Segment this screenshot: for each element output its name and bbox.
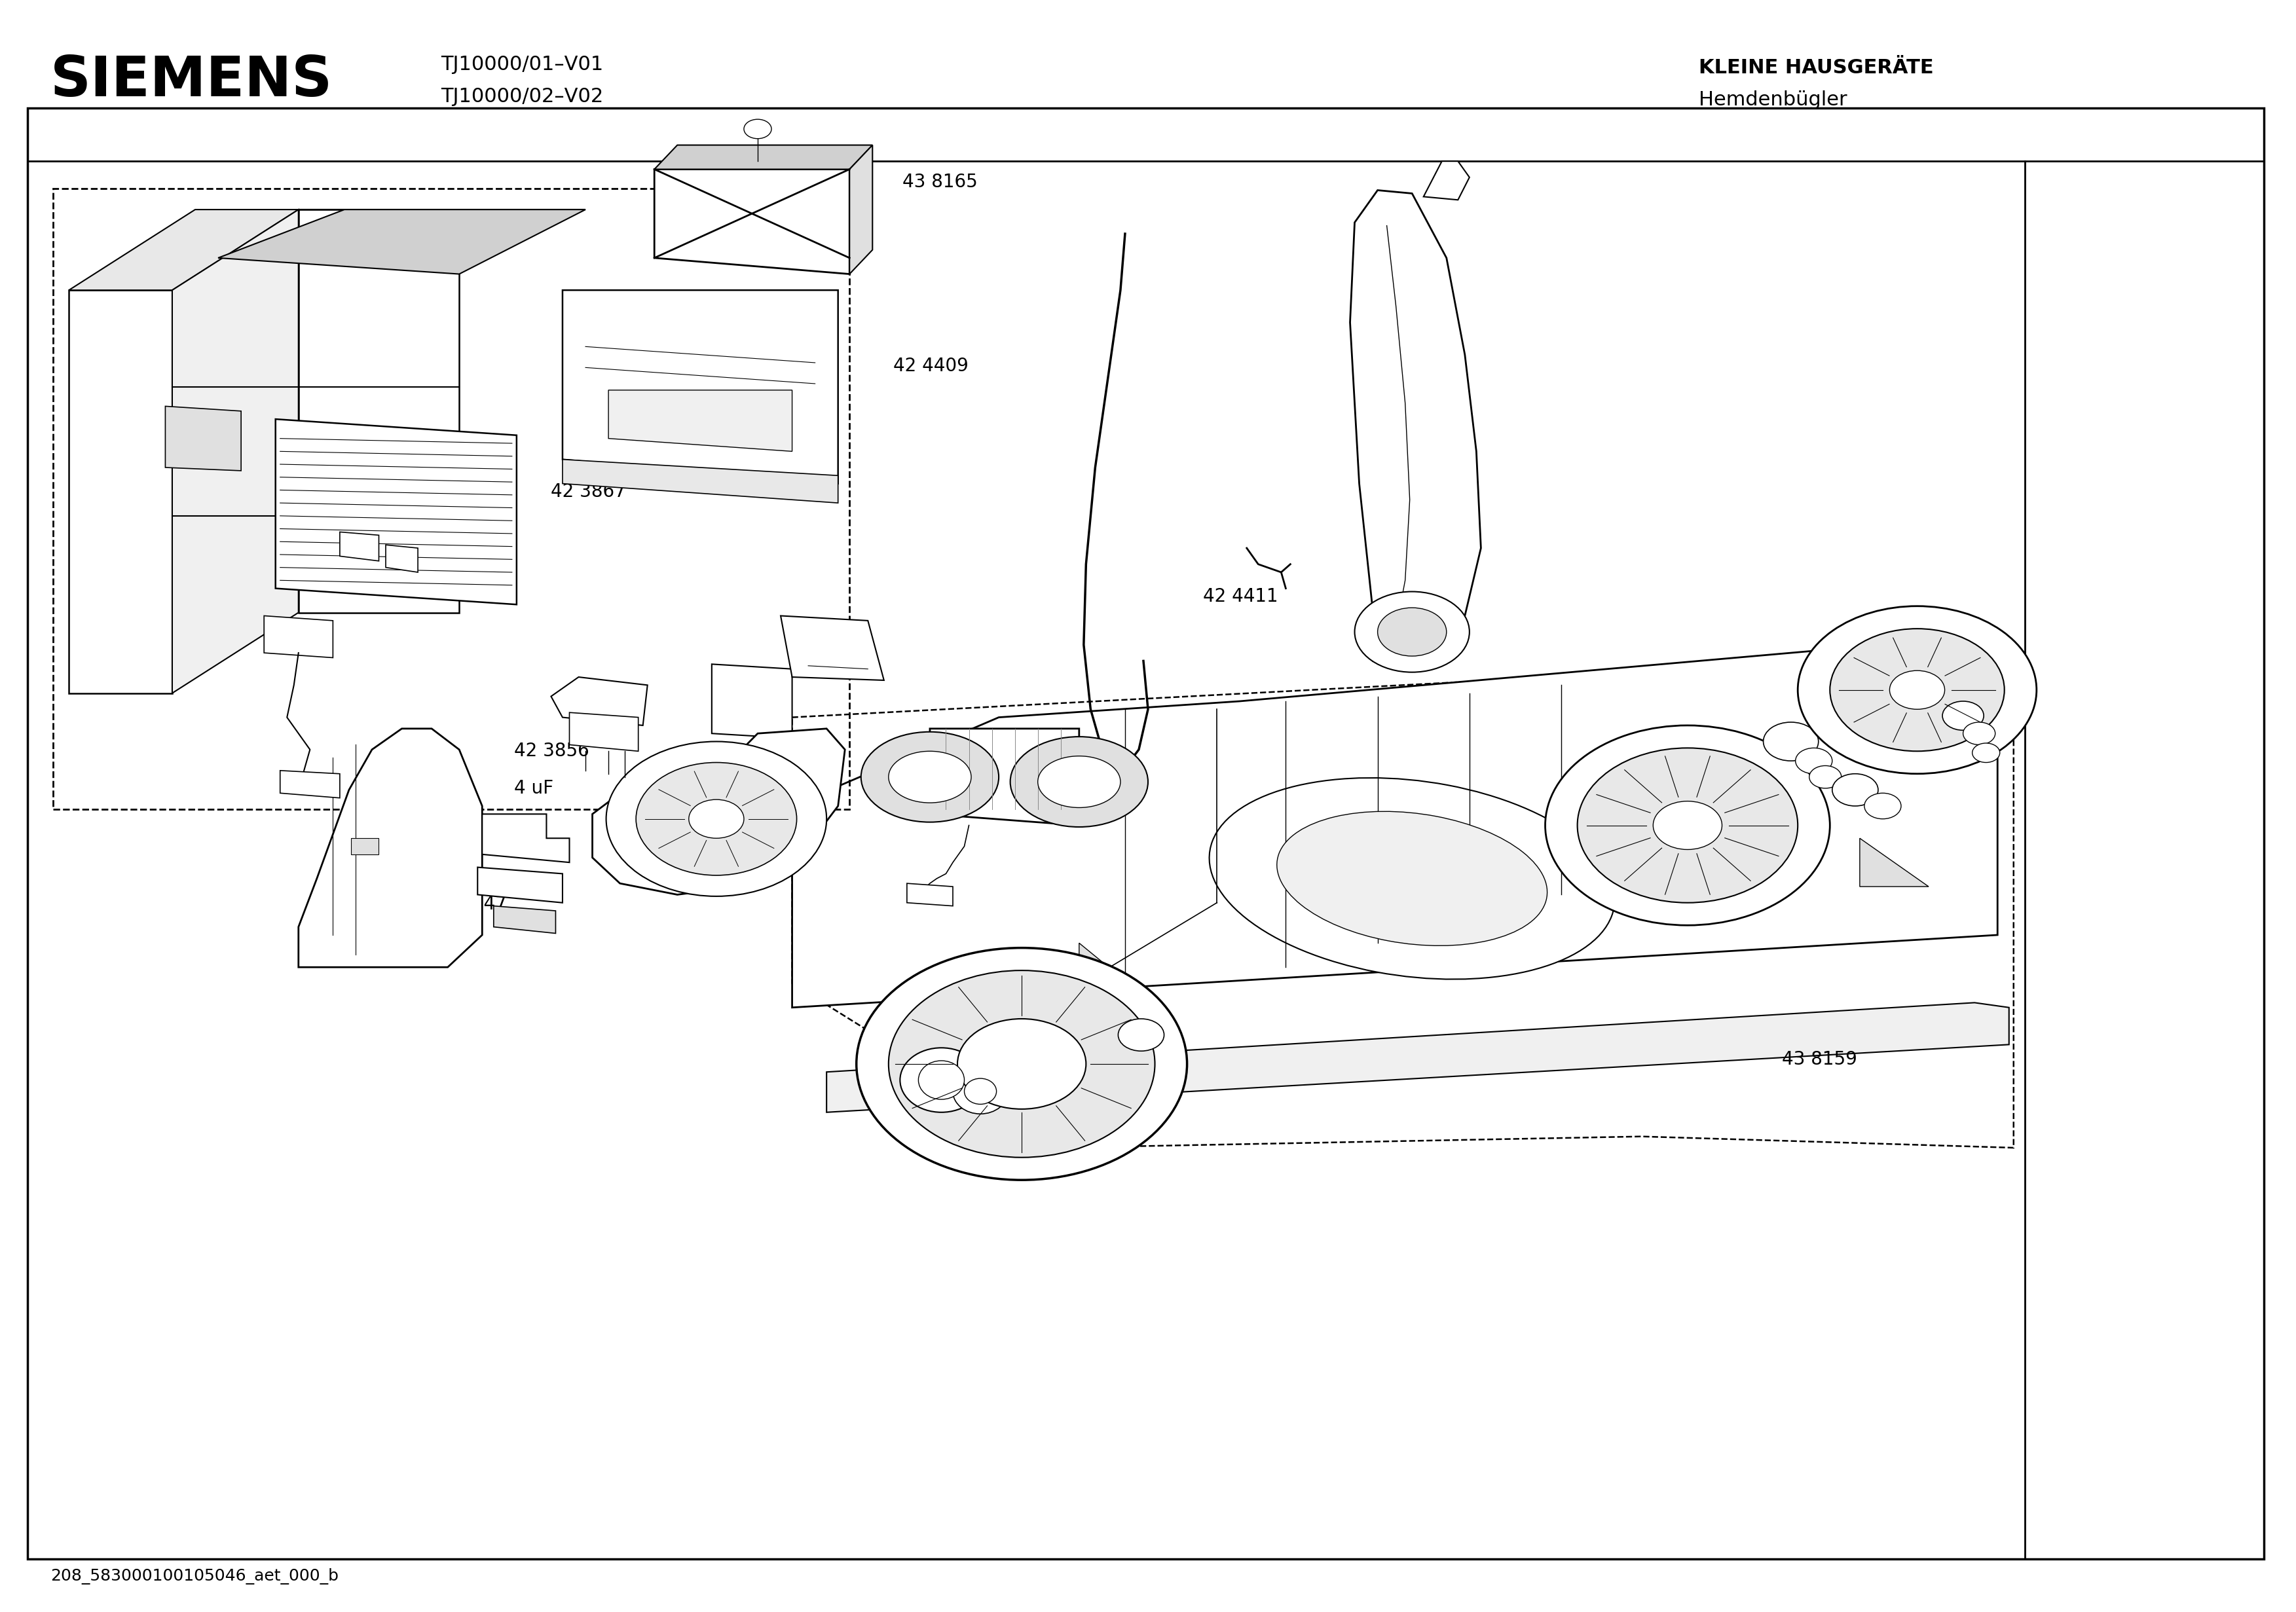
Circle shape — [1963, 722, 1995, 745]
Polygon shape — [608, 390, 792, 451]
Polygon shape — [69, 210, 298, 290]
Polygon shape — [563, 290, 838, 484]
Polygon shape — [551, 677, 647, 725]
Polygon shape — [1079, 943, 1148, 999]
Polygon shape — [930, 729, 1079, 825]
Polygon shape — [907, 883, 953, 906]
Polygon shape — [298, 210, 459, 613]
Polygon shape — [478, 867, 563, 903]
Polygon shape — [280, 771, 340, 798]
Polygon shape — [712, 664, 792, 738]
Text: 14 3836: 14 3836 — [1068, 753, 1143, 772]
Circle shape — [889, 970, 1155, 1157]
Text: 42 3866: 42 3866 — [367, 590, 443, 609]
Polygon shape — [781, 616, 884, 680]
Polygon shape — [218, 210, 585, 274]
Polygon shape — [850, 145, 872, 274]
Circle shape — [1830, 629, 2004, 751]
Ellipse shape — [964, 1078, 996, 1104]
Polygon shape — [172, 210, 298, 693]
Ellipse shape — [889, 751, 971, 803]
Text: 42 3839: 42 3839 — [808, 983, 884, 1003]
Circle shape — [1972, 743, 2000, 762]
Circle shape — [1763, 722, 1818, 761]
Polygon shape — [386, 545, 418, 572]
Text: KLEINE HAUSGERÄTE: KLEINE HAUSGERÄTE — [1699, 58, 1933, 77]
Ellipse shape — [1277, 811, 1548, 946]
Text: 42 3856: 42 3856 — [514, 742, 590, 761]
Polygon shape — [165, 406, 241, 471]
Polygon shape — [654, 145, 872, 169]
Polygon shape — [792, 645, 1998, 1008]
Polygon shape — [276, 419, 517, 604]
Circle shape — [957, 1019, 1086, 1109]
Circle shape — [1890, 671, 1945, 709]
Text: 208_583000100105046_aet_000_b: 208_583000100105046_aet_000_b — [51, 1568, 338, 1585]
Circle shape — [1355, 592, 1469, 672]
Circle shape — [636, 762, 797, 875]
Polygon shape — [298, 729, 482, 967]
Ellipse shape — [861, 732, 999, 822]
Polygon shape — [482, 814, 569, 862]
Circle shape — [606, 742, 827, 896]
Circle shape — [1942, 701, 1984, 730]
Bar — [53, 189, 850, 809]
Ellipse shape — [1210, 779, 1614, 978]
Text: 43 8159: 43 8159 — [1782, 1049, 1857, 1069]
Circle shape — [1798, 606, 2037, 774]
Text: 42 4411: 42 4411 — [1203, 587, 1279, 606]
Circle shape — [1545, 725, 1830, 925]
Polygon shape — [351, 838, 379, 854]
Polygon shape — [563, 459, 838, 503]
Circle shape — [1809, 766, 1841, 788]
Polygon shape — [494, 906, 556, 933]
Text: 42 3840: 42 3840 — [1821, 713, 1896, 732]
Polygon shape — [1424, 161, 1469, 200]
Text: 4 uF: 4 uF — [514, 779, 553, 798]
Text: TJ10000/02–V02: TJ10000/02–V02 — [441, 87, 604, 106]
Circle shape — [1577, 748, 1798, 903]
Polygon shape — [1350, 190, 1481, 661]
Text: SIEMENS: SIEMENS — [51, 53, 333, 108]
Polygon shape — [569, 713, 638, 751]
Polygon shape — [827, 1003, 2009, 1112]
Circle shape — [1795, 748, 1832, 774]
Ellipse shape — [1038, 756, 1120, 808]
Text: 42 3867: 42 3867 — [551, 482, 627, 501]
Ellipse shape — [1010, 737, 1148, 827]
Ellipse shape — [918, 1061, 964, 1099]
Circle shape — [1653, 801, 1722, 850]
Circle shape — [1118, 1019, 1164, 1051]
Circle shape — [856, 948, 1187, 1180]
Text: Hemdenbügler: Hemdenbügler — [1699, 90, 1848, 110]
Circle shape — [1832, 774, 1878, 806]
Polygon shape — [1860, 838, 1929, 887]
Text: TJ10000/01–V01: TJ10000/01–V01 — [441, 55, 604, 74]
Polygon shape — [264, 616, 333, 658]
Polygon shape — [592, 729, 845, 895]
Text: 42 3840: 42 3840 — [1068, 1059, 1143, 1078]
Circle shape — [689, 800, 744, 838]
Text: 42 4409: 42 4409 — [893, 356, 969, 376]
Polygon shape — [792, 653, 2014, 1148]
Circle shape — [1378, 608, 1446, 656]
Circle shape — [1864, 793, 1901, 819]
Ellipse shape — [953, 1069, 1008, 1114]
Text: 42 3839: 42 3839 — [1821, 638, 1896, 658]
Polygon shape — [340, 532, 379, 561]
Polygon shape — [69, 290, 172, 693]
Text: 43 8165: 43 8165 — [902, 172, 978, 192]
Ellipse shape — [900, 1048, 983, 1112]
Circle shape — [744, 119, 771, 139]
Text: 18 3847: 18 3847 — [432, 895, 507, 914]
Polygon shape — [654, 169, 850, 274]
